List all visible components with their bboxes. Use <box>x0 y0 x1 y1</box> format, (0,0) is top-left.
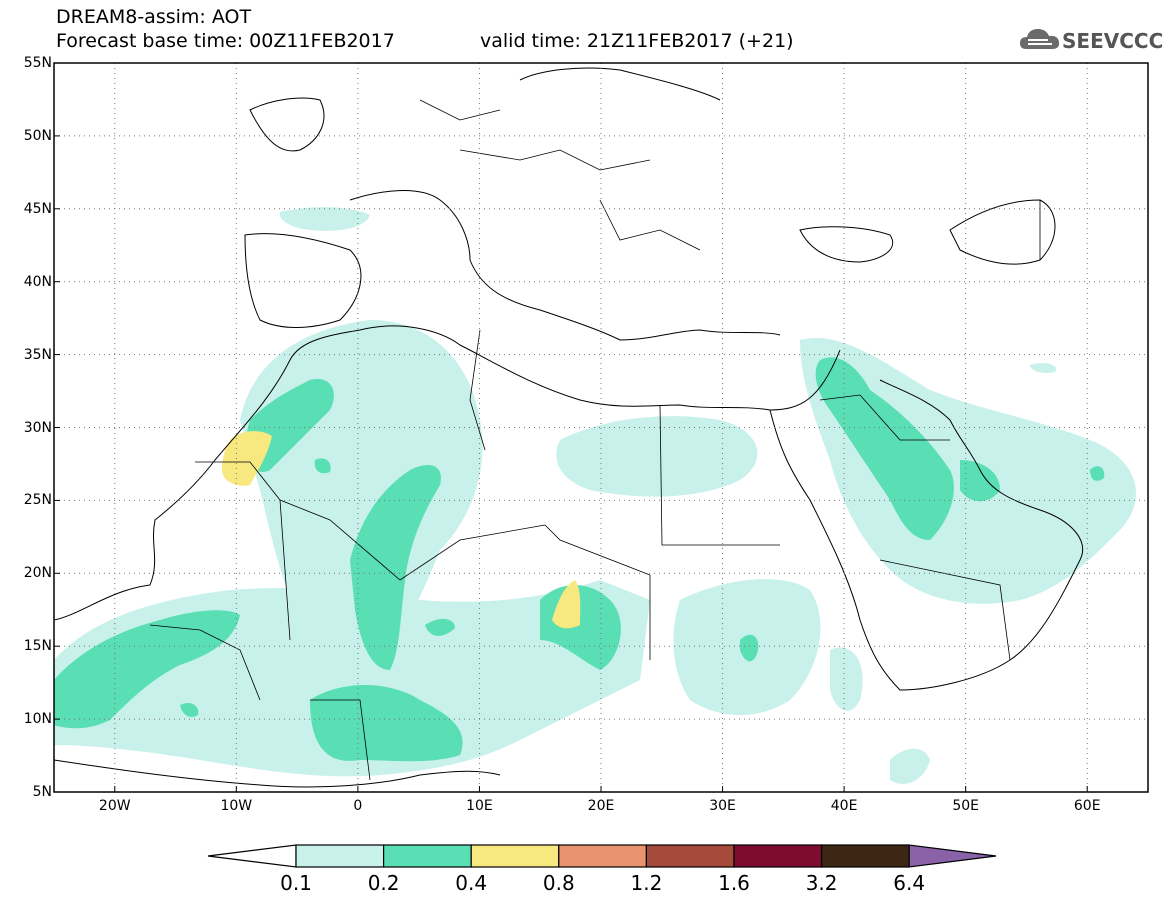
logo-text: SEEVCCC <box>1062 29 1164 53</box>
colorbar-level-label: 3.2 <box>805 871 838 895</box>
lon-label: 20W <box>98 798 131 814</box>
lon-label: 50E <box>952 798 979 814</box>
colorbar-level-label: 1.6 <box>718 871 750 895</box>
lat-label: 40N <box>23 273 52 290</box>
lat-label: 35N <box>23 346 52 363</box>
colorbar-level-label: 6.4 <box>893 871 926 895</box>
seevccc-logo: SEEVCCC <box>1018 25 1163 55</box>
axis-ticks <box>54 62 1088 793</box>
forecast-base-time: Forecast base time: 00Z11FEB2017 <box>56 30 395 52</box>
lon-label: 20E <box>587 798 615 814</box>
lat-label: 10N <box>23 711 52 728</box>
colorbar-level-label: 0.1 <box>280 871 312 895</box>
cloud-icon <box>1020 29 1060 49</box>
lon-label: 30E <box>709 798 736 814</box>
colorbar-level-label: 0.2 <box>367 871 400 895</box>
aot-field-high <box>222 431 581 629</box>
borders <box>149 99 1041 781</box>
lon-label: 40E <box>830 798 858 814</box>
lat-label: 5N <box>32 784 52 800</box>
aot-field-mid <box>54 357 1105 762</box>
coastlines <box>54 67 1084 788</box>
colorbar-level-label: 1.2 <box>630 871 663 895</box>
lon-label: 0 <box>353 798 363 814</box>
lat-label: 15N <box>23 638 52 655</box>
colorbar-level-label: 0.8 <box>542 871 575 895</box>
lon-label: 10E <box>466 798 493 814</box>
lat-label: 45N <box>23 200 52 217</box>
lat-label: 30N <box>23 419 52 436</box>
map-title: DREAM8-assim: AOT <box>56 6 252 28</box>
lat-label: 20N <box>23 565 52 582</box>
lat-label: 25N <box>23 492 52 509</box>
lat-label: 55N <box>23 55 52 71</box>
lat-label: 50N <box>23 127 52 144</box>
valid-time: valid time: 21Z11FEB2017 (+21) <box>480 30 794 52</box>
lon-label: 10W <box>220 798 253 814</box>
lon-label: 60E <box>1073 798 1101 814</box>
colorbar-level-label: 0.4 <box>455 871 488 895</box>
